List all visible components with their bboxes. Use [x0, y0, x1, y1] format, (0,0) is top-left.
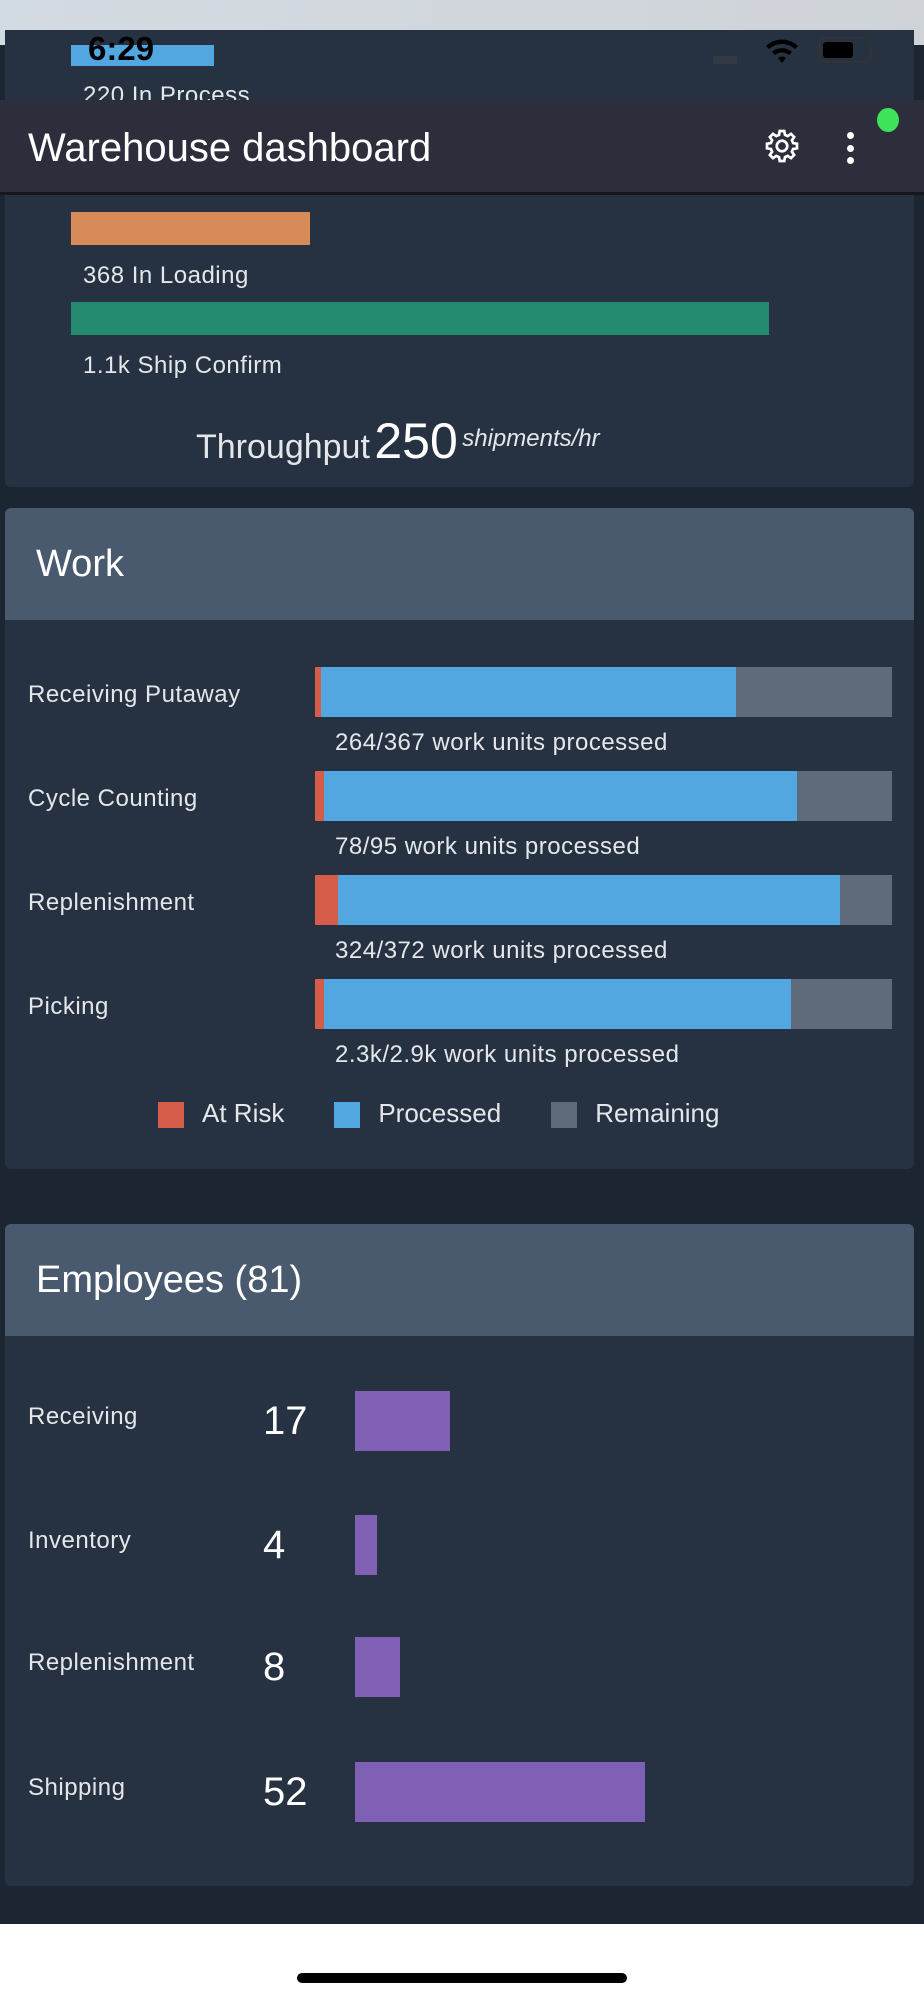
- gear-icon[interactable]: [764, 128, 800, 164]
- throughput-label: Throughput: [196, 428, 370, 466]
- wifi-icon: [766, 39, 798, 63]
- shipment-bar-ship-confirm: [71, 302, 769, 335]
- signal-icon: [713, 56, 737, 64]
- status-time: 6:29: [88, 30, 155, 67]
- legend-at-risk: At Risk: [158, 1098, 284, 1129]
- processed-segment: [338, 875, 841, 925]
- employee-group-label: Shipping: [28, 1774, 126, 1801]
- work-row-label: Replenishment: [28, 889, 195, 916]
- work-row-label: Picking: [28, 993, 109, 1020]
- work-card-title: Work: [5, 508, 914, 620]
- shipment-bar-in-loading: [71, 212, 310, 245]
- employee-group-label: Receiving: [28, 1403, 138, 1430]
- page-title: Warehouse dashboard: [28, 126, 432, 170]
- shipment-label-in-loading: 368 In Loading: [83, 262, 249, 289]
- employees-card-title: Employees (81): [5, 1224, 914, 1336]
- employee-count: 52: [263, 1770, 308, 1814]
- work-row-caption: 324/372 work units processed: [335, 937, 668, 964]
- employee-count: 4: [263, 1523, 286, 1567]
- work-progress-bar: [315, 771, 892, 821]
- app-bar: Warehouse dashboard: [0, 100, 924, 195]
- work-row-caption: 78/95 work units processed: [335, 833, 641, 860]
- at-risk-segment: [315, 667, 321, 717]
- employee-count: 17: [263, 1399, 308, 1443]
- legend-remaining: Remaining: [551, 1098, 719, 1129]
- at-risk-segment: [315, 979, 324, 1029]
- employee-count-bar: [355, 1637, 400, 1697]
- legend-processed: Processed: [334, 1098, 501, 1129]
- home-indicator[interactable]: [297, 1973, 627, 1983]
- at-risk-segment: [315, 771, 324, 821]
- employee-count: 8: [263, 1645, 286, 1689]
- throughput: Throughput 250 shipments/hr: [196, 412, 600, 470]
- employee-count-bar: [355, 1762, 645, 1822]
- work-card: Work: [5, 508, 914, 1169]
- work-row-label: Cycle Counting: [28, 785, 198, 812]
- employee-group-label: Replenishment: [28, 1649, 195, 1676]
- work-row-label: Receiving Putaway: [28, 681, 241, 708]
- work-progress-bar: [315, 979, 892, 1029]
- throughput-value: 250: [374, 413, 458, 469]
- shipment-bar-in-process: [71, 45, 214, 66]
- work-legend: At Risk Processed Remaining: [158, 1098, 719, 1129]
- processed-segment: [323, 979, 791, 1029]
- more-vertical-icon[interactable]: [842, 132, 858, 164]
- bottom-safe-area: [0, 1924, 924, 2000]
- employee-count-bar: [355, 1515, 378, 1575]
- processed-segment: [323, 771, 797, 821]
- work-progress-bar: [315, 667, 892, 717]
- connection-status-dot: [877, 108, 899, 132]
- shipment-label-ship-confirm: 1.1k Ship Confirm: [83, 352, 283, 379]
- employee-count-bar: [355, 1391, 450, 1451]
- battery-icon: [818, 37, 872, 63]
- at-risk-segment: [315, 875, 339, 925]
- work-row-caption: 2.3k/2.9k work units processed: [335, 1041, 680, 1068]
- work-row-caption: 264/367 work units processed: [335, 729, 668, 756]
- processed-segment: [320, 667, 737, 717]
- work-progress-bar: [315, 875, 892, 925]
- employee-group-label: Inventory: [28, 1527, 132, 1554]
- throughput-unit: shipments/hr: [462, 425, 600, 452]
